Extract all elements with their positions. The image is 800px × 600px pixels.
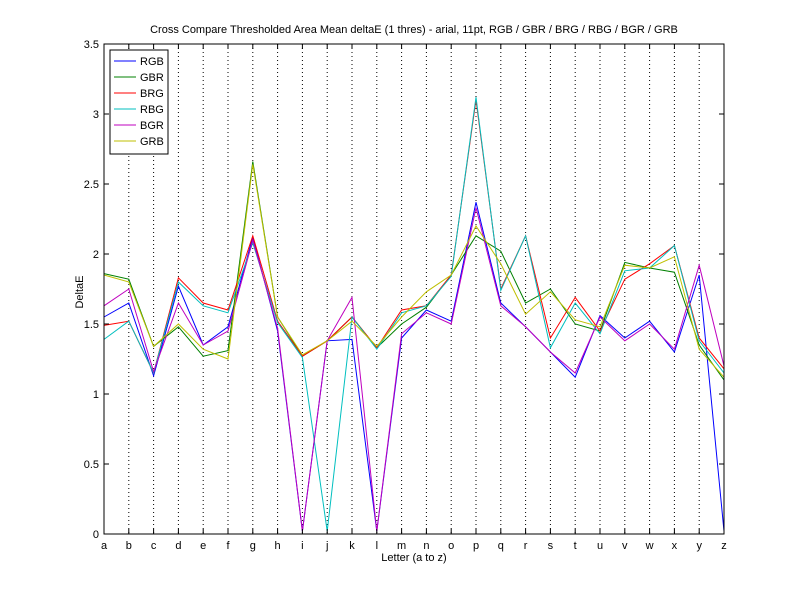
y-tick-label: 3.5: [84, 39, 99, 51]
x-axis-label: Letter (a to z): [381, 552, 447, 564]
axes-layer: 0 0.5 1 1.5 2 2.5 3 3.5 a b c d e f g h i j k l m n o p q r s t u v w x…: [84, 39, 727, 552]
y-tick-label: 0: [93, 529, 99, 541]
x-tick-label-b: b: [126, 540, 132, 552]
series-line-rbg: [103, 97, 725, 532]
series-line-bgr: [103, 207, 725, 532]
x-tick-label-y: y: [696, 540, 702, 552]
x-tick-label-p: p: [473, 540, 479, 552]
x-tick-label-h: h: [275, 540, 281, 552]
legend-label-rbg: RBG: [140, 104, 164, 116]
x-tick-label-o: o: [448, 540, 454, 552]
y-tick-label: 3: [93, 109, 99, 121]
x-tick-label-z: z: [721, 540, 727, 552]
x-tick-label-n: n: [423, 540, 429, 552]
x-tick-label-q: q: [498, 540, 504, 552]
x-tick-label-r: r: [524, 540, 528, 552]
legend-box: [109, 49, 169, 155]
x-tick-label-l: l: [376, 540, 378, 552]
x-tick-label-u: u: [597, 540, 603, 552]
x-tick-label-k: k: [349, 540, 355, 552]
x-tick-label-c: c: [151, 540, 157, 552]
series-line-brg: [103, 99, 725, 375]
legend-label-grb: GRB: [140, 136, 164, 148]
series-layer: [103, 97, 725, 532]
chart-title: Cross Compare Thresholded Area Mean delt…: [150, 24, 678, 36]
legend-label-bgr: BGR: [140, 120, 164, 132]
x-tick-label-f: f: [226, 540, 230, 552]
y-tick-label: 1: [93, 389, 99, 401]
x-tick-label-g: g: [250, 540, 256, 552]
legend-label-brg: BRG: [140, 88, 164, 100]
x-tick-label-a: a: [101, 540, 108, 552]
x-tick-label-m: m: [397, 540, 406, 552]
legend-label-rgb: RGB: [140, 56, 164, 68]
x-tick-label-t: t: [574, 540, 577, 552]
plot-frame: [103, 43, 725, 535]
y-tick-label: 0.5: [84, 459, 99, 471]
x-tick-label-j: j: [325, 540, 328, 552]
x-tick-label-v: v: [622, 540, 628, 552]
grid-layer: [128, 44, 700, 534]
y-tick-label: 1.5: [84, 319, 99, 331]
legend-label-gbr: GBR: [140, 72, 164, 84]
y-tick-label: 2: [93, 249, 99, 261]
x-tick-label-w: w: [645, 540, 654, 552]
series-line-grb: [103, 164, 725, 378]
x-tick-label-x: x: [672, 540, 678, 552]
series-line-rgb: [103, 202, 725, 532]
legend: RGB GBR BRG RBG BGR GRB: [109, 49, 169, 155]
series-line-gbr: [103, 161, 725, 381]
x-tick-label-s: s: [548, 540, 554, 552]
y-tick-label: 2.5: [84, 179, 99, 191]
x-tick-label-d: d: [175, 540, 181, 552]
x-tick-label-e: e: [200, 540, 206, 552]
x-tick-label-i: i: [301, 540, 303, 552]
